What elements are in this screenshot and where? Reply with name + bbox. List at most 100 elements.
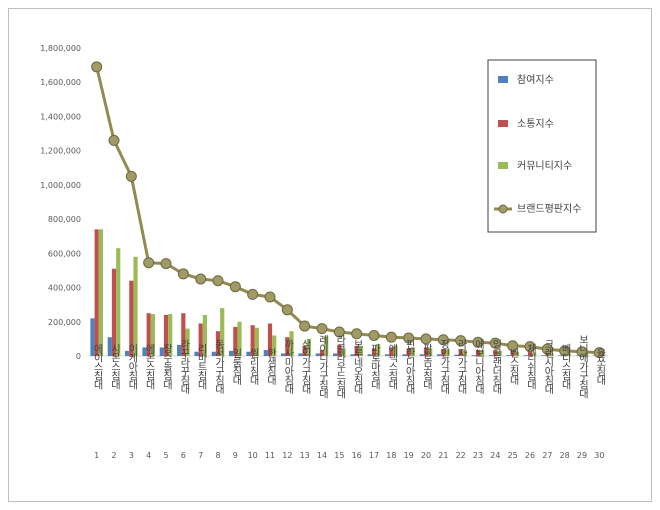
x-index-label: 3 (129, 451, 134, 460)
bar (480, 350, 485, 356)
x-index-label: 14 (317, 451, 327, 460)
bar (220, 308, 225, 356)
bar (133, 256, 138, 356)
bar (575, 355, 580, 356)
bar (211, 351, 216, 356)
x-category-label: 벤스침대 (507, 348, 519, 386)
x-index-label: 6 (181, 451, 186, 460)
x-category-label: 일룸침대 (230, 348, 242, 386)
legend-label: 소통지수 (517, 118, 554, 130)
bar (267, 323, 273, 356)
bar (163, 314, 169, 356)
x-category-label: 율쏘침대 (594, 348, 606, 386)
bar (445, 349, 450, 356)
x-category-label: 에몬스침대 (143, 343, 155, 390)
bar (402, 354, 407, 356)
bar (566, 353, 571, 356)
line-point (333, 326, 345, 338)
bar (428, 348, 433, 356)
x-index-label: 18 (386, 451, 396, 460)
bar (385, 354, 390, 356)
line-point (143, 257, 155, 269)
line-point (177, 268, 189, 280)
bar (367, 354, 372, 356)
line-point (368, 329, 380, 341)
legend-swatch (498, 162, 508, 169)
bar (272, 335, 277, 356)
x-index-label: 24 (490, 451, 500, 460)
bar (298, 353, 303, 356)
x-index-label: 4 (146, 451, 151, 460)
x-category-label: 장인가구침대 (438, 339, 450, 395)
bar (324, 336, 329, 356)
bar (150, 314, 155, 356)
x-index-label: 1 (94, 451, 99, 460)
line-point (212, 275, 224, 287)
x-index-label: 29 (577, 451, 587, 460)
line-point (576, 346, 588, 358)
legend-label: 커뮤니티지수 (517, 160, 572, 172)
bar (250, 325, 255, 356)
line-point (489, 337, 501, 349)
bar (354, 345, 359, 356)
x-index-label: 23 (473, 451, 483, 460)
x-index-label: 26 (525, 451, 535, 460)
bar (458, 349, 463, 356)
bar (371, 348, 377, 356)
bar (233, 326, 238, 356)
bar (94, 229, 99, 356)
x-category-label: 라클라우드침대 (334, 334, 346, 399)
x-index-label: 19 (404, 451, 414, 460)
x-category-label: 에넥스침대 (386, 343, 398, 390)
bar (107, 337, 112, 356)
x-category-label: 동서가구침대 (213, 339, 225, 395)
bar (475, 350, 481, 356)
bar (142, 347, 147, 356)
y-tick-label: 400,000 (48, 284, 81, 293)
bar (549, 353, 554, 356)
x-category-label: 이케아침대 (126, 343, 138, 390)
line-point (229, 281, 241, 293)
x-category-label: 보루네오침대 (351, 339, 363, 395)
bar (129, 280, 134, 356)
x-category-label: 핀란디아침대 (403, 339, 415, 395)
x-category-label: 시몬스침대 (109, 343, 121, 390)
line-point (195, 273, 207, 285)
legend-swatch (498, 76, 508, 83)
line-point (160, 258, 172, 270)
line-point (403, 332, 415, 344)
bar (194, 351, 199, 356)
bar (116, 248, 121, 356)
bar (493, 350, 498, 356)
line-point (524, 341, 536, 353)
line-point (281, 304, 293, 316)
line-point (541, 343, 553, 355)
bar (246, 351, 251, 356)
line-point (559, 345, 571, 357)
legend-label: 참여지수 (517, 74, 554, 86)
bar (350, 354, 355, 356)
bar (558, 355, 563, 356)
x-index-label: 5 (163, 451, 168, 460)
x-index-label: 30 (594, 451, 604, 460)
bar (229, 350, 234, 356)
x-category-label: 리바트침대 (195, 343, 207, 390)
y-tick-label: 1,800,000 (40, 44, 81, 53)
y-tick-label: 1,200,000 (40, 147, 81, 156)
bar (471, 355, 476, 356)
bar (125, 350, 130, 356)
x-category-label: 라자가구침대 (455, 339, 467, 395)
bar (541, 355, 546, 356)
x-category-label: 삼익가구침대 (299, 339, 311, 395)
x-category-label: 라꾸라꾸침대 (178, 339, 190, 395)
line-point (247, 288, 259, 300)
legend-box (487, 59, 597, 233)
bar (237, 321, 242, 356)
bar (146, 313, 151, 356)
bar (254, 327, 259, 356)
bar (98, 229, 103, 356)
x-category-label: 파로마침대 (369, 343, 381, 390)
bar (281, 353, 286, 356)
line-point (437, 334, 449, 346)
x-index-label: 12 (282, 451, 292, 460)
